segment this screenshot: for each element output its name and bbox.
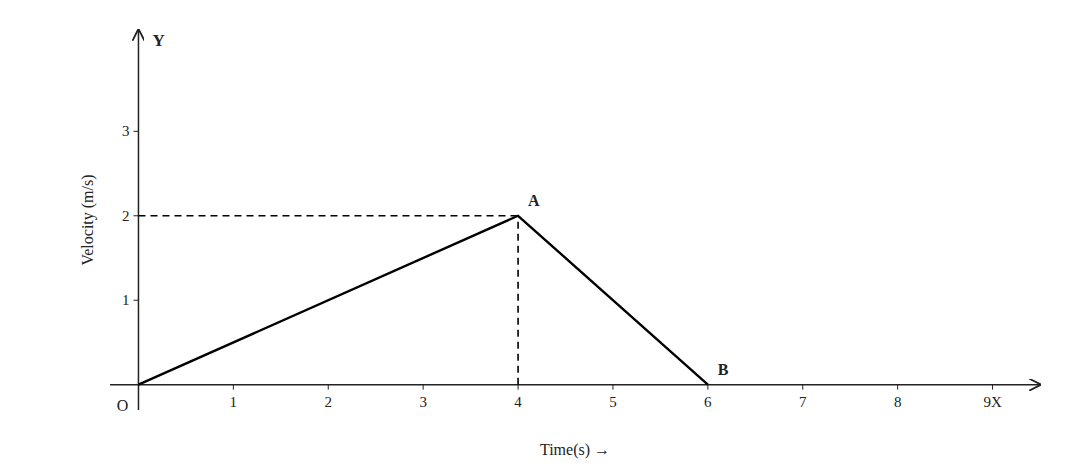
x-tick	[328, 385, 329, 390]
y-tick-label: 3	[122, 123, 130, 139]
x-axis-label: Time(s) →	[540, 441, 610, 459]
x-tick	[518, 385, 519, 390]
axis-annotation: Y	[152, 31, 164, 50]
x-tick-label: 9X	[983, 394, 1002, 410]
x-tick	[233, 385, 234, 390]
point-label: A	[528, 192, 540, 209]
x-tick	[612, 385, 613, 390]
point-label: B	[718, 361, 729, 378]
x-tick-label: 5	[609, 394, 617, 410]
x-tick-label: 1	[230, 394, 238, 410]
point-label: O	[117, 397, 129, 414]
x-tick	[423, 385, 424, 390]
guide-line	[517, 216, 519, 385]
y-tick-label: 1	[122, 292, 130, 308]
x-tick	[897, 385, 898, 390]
data-line	[138, 216, 707, 385]
guide-line	[138, 215, 518, 217]
x-tick-label: 2	[325, 394, 333, 410]
y-axis-label: Velocity (m/s)	[79, 174, 97, 265]
y-tick	[133, 215, 138, 216]
x-tick-label: 7	[799, 394, 807, 410]
chart: 1 2 3 4 5 6 7 8 9X 1 2 3 Time(s) → Velocity (m/s) Y O A B	[0, 0, 1080, 476]
x-tick	[992, 385, 993, 390]
plot-area	[138, 216, 707, 385]
x-axis	[110, 384, 1040, 386]
x-tick	[707, 385, 708, 390]
y-tick-label: 2	[122, 208, 130, 224]
y-tick	[133, 131, 138, 132]
y-axis	[138, 30, 140, 410]
x-tick-label: 8	[894, 394, 902, 410]
x-tick-label: 4	[514, 394, 522, 410]
x-tick-label: 3	[419, 394, 427, 410]
x-tick-label: 6	[704, 394, 712, 410]
x-tick	[802, 385, 803, 390]
y-tick	[133, 300, 138, 301]
